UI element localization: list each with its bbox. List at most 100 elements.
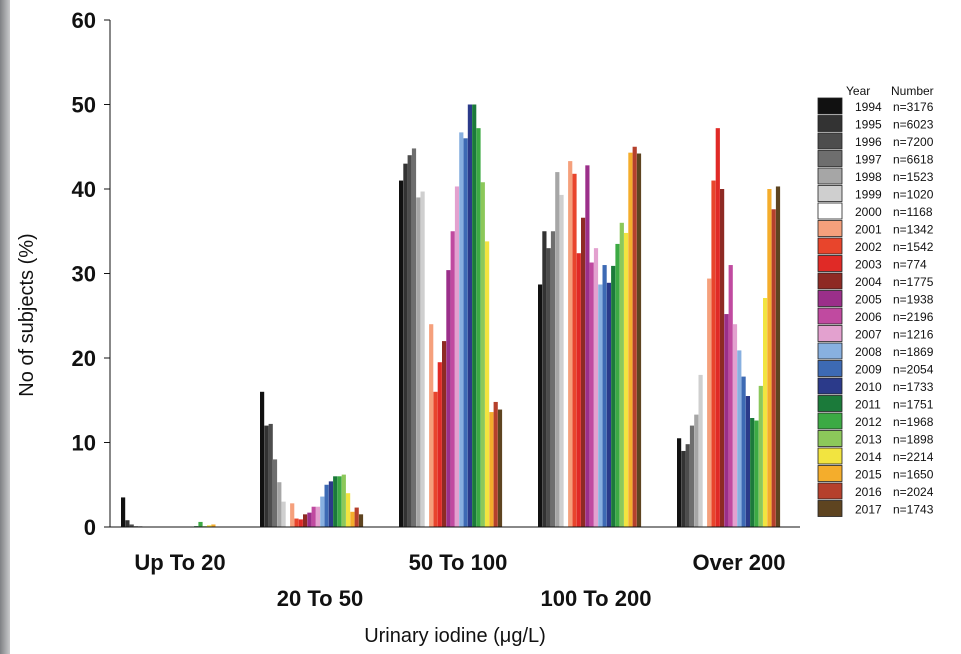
left-edge-strip	[0, 0, 10, 654]
legend-swatch-2009	[817, 360, 843, 377]
bar-1997-4	[550, 231, 556, 527]
bar-2015-2	[350, 511, 355, 527]
legend-swatch-2015	[817, 465, 843, 482]
bar-2000-4	[563, 146, 568, 527]
bar-1999-5	[698, 374, 703, 527]
bar-2013-3	[480, 182, 485, 528]
bar-2002-4	[572, 173, 577, 528]
bar-2008-5	[737, 350, 742, 527]
legend-swatch-2013	[817, 430, 843, 447]
legend-number-2008: n=1869	[893, 345, 934, 359]
legend-year-1998: 1998	[855, 170, 882, 184]
bar-2007-3	[454, 186, 460, 527]
y-tick-label: 10	[72, 431, 96, 456]
legend-year-2012: 2012	[855, 415, 882, 429]
bar-2005-2	[307, 512, 312, 527]
bar-1994-3	[399, 180, 404, 528]
bar-2012-3	[476, 128, 481, 527]
y-tick-label: 60	[72, 8, 96, 33]
bar-2014-1	[207, 525, 212, 527]
bar-2014-5	[763, 298, 768, 527]
bar-2016-4	[632, 146, 637, 527]
y-tick-label: 0	[84, 515, 96, 540]
bar-2008-4	[598, 284, 603, 527]
legend-year-2005: 2005	[855, 293, 882, 307]
legend-swatch-2005	[817, 290, 843, 307]
legend-number-1997: n=6618	[893, 153, 934, 167]
x-category-label: 20 To 50	[277, 586, 363, 611]
bar-2001-4	[568, 161, 573, 528]
bar-2011-4	[611, 265, 616, 527]
bar-2009-2	[324, 484, 329, 527]
bar-2010-4	[606, 282, 611, 527]
bar-2004-5	[720, 189, 725, 527]
legend-number-2015: n=1650	[893, 468, 934, 482]
bar-2002-2	[294, 518, 299, 527]
legend-number-2000: n=1168	[893, 205, 933, 219]
y-axis-ticks: 0 10 20 30 40 50 60	[72, 8, 110, 540]
bar-2011-2	[333, 476, 338, 527]
legend-year-2004: 2004	[855, 275, 882, 289]
x-axis-categories: Up To 20 20 To 50 50 To 100 100 To 200 Over …	[134, 550, 785, 611]
legend-swatch-2014	[817, 447, 843, 465]
legend-number-2016: n=2024	[893, 485, 934, 499]
bar-1996-3	[407, 155, 412, 527]
bar-2003-4	[576, 253, 581, 527]
y-tick-label: 40	[72, 177, 96, 202]
legend-number-2005: n=1938	[893, 293, 934, 307]
bar-1999-4	[559, 194, 564, 528]
legend-number-2003: n=774	[893, 258, 927, 272]
bars	[121, 104, 781, 528]
legend-swatch-1994	[817, 97, 843, 115]
bar-1998-4	[555, 172, 560, 527]
bar-2002-5	[711, 180, 716, 528]
legend-swatch-1999	[817, 185, 843, 202]
bar-2002-3	[433, 391, 438, 527]
x-category-label: Over 200	[693, 550, 786, 575]
bar-2003-5	[715, 128, 720, 527]
legend-swatch-1996	[817, 132, 843, 150]
legend-year-2013: 2013	[855, 433, 882, 447]
legend-year-2010: 2010	[855, 380, 882, 394]
legend-number-1996: n=7200	[893, 135, 934, 149]
bar-2006-3	[450, 231, 455, 527]
legend-year-2001: 2001	[855, 223, 882, 237]
legend-year-1996: 1996	[855, 135, 882, 149]
legend-swatch-2008	[817, 342, 843, 360]
bar-1997-3	[411, 148, 417, 527]
bar-2017-3	[497, 409, 503, 527]
legend-number-2006: n=2196	[893, 310, 934, 324]
y-axis-title: No of subjects (%)	[16, 233, 38, 396]
legend-swatch-2010	[817, 377, 843, 395]
bar-2014-4	[624, 232, 629, 527]
bar-2013-5	[758, 385, 763, 527]
legend-swatch-2002	[817, 237, 843, 255]
bar-1995-1	[125, 520, 130, 527]
bar-1999-2	[281, 501, 286, 527]
bar-2014-2	[346, 493, 351, 527]
bar-1995-5	[681, 450, 686, 527]
bar-2016-3	[493, 401, 498, 527]
y-tick-label: 20	[72, 346, 96, 371]
bar-2007-2	[315, 506, 321, 527]
bar-2005-4	[585, 165, 590, 527]
bar-2013-4	[619, 222, 624, 528]
bar-2014-3	[485, 241, 490, 527]
bar-1998-5	[694, 414, 699, 527]
bar-2015-4	[628, 152, 633, 528]
legend-swatch-2017	[817, 500, 843, 517]
bar-2006-5	[728, 265, 733, 527]
legend-number-2013: n=1898	[893, 433, 934, 447]
legend-number-2012: n=1968	[893, 415, 934, 429]
bar-1994-4	[538, 284, 543, 527]
bar-2010-5	[745, 396, 750, 527]
bar-1998-3	[416, 197, 421, 527]
bar-1994-2	[260, 391, 265, 527]
legend-swatch-2000	[817, 202, 843, 220]
legend-year-2011: 2011	[855, 398, 881, 412]
legend-swatch-2011	[817, 395, 843, 412]
bar-2001-3	[429, 324, 434, 527]
legend-year-2009: 2009	[855, 363, 882, 377]
legend-year-1995: 1995	[855, 118, 882, 132]
legend-swatch-2001	[817, 220, 843, 237]
